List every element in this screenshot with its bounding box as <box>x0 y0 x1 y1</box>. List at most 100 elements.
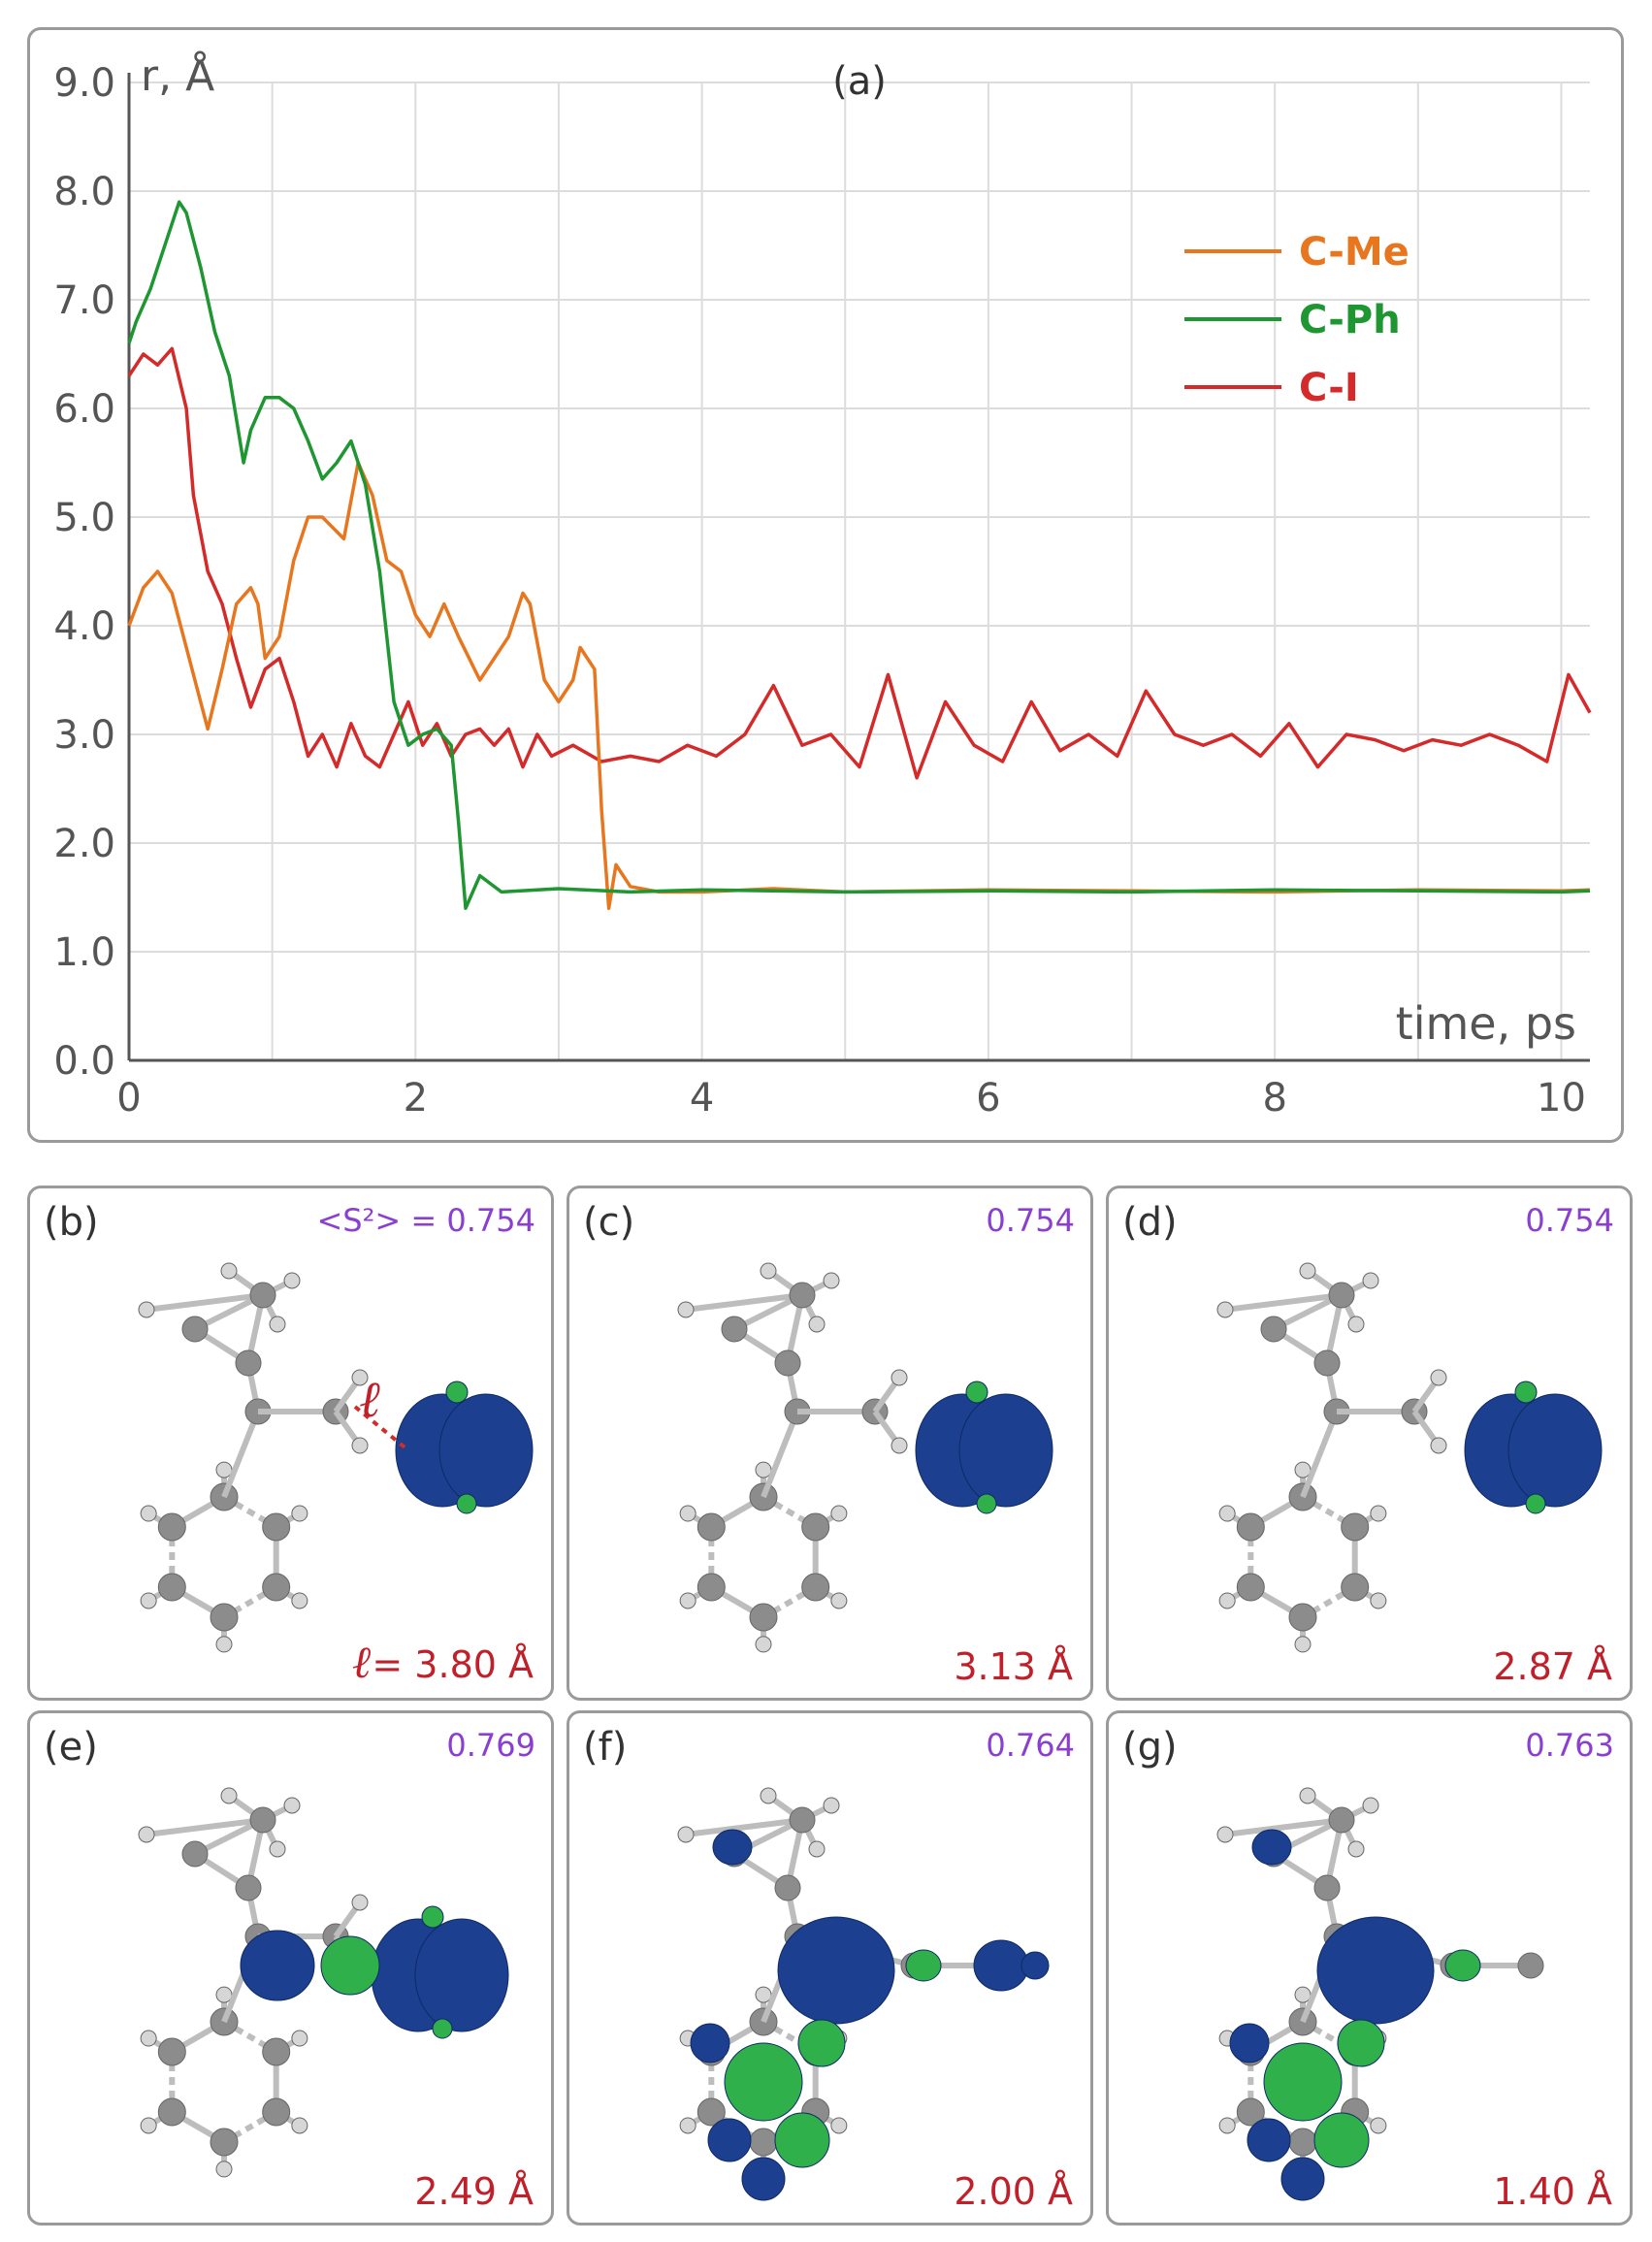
carbon-atom <box>235 1874 262 1901</box>
hydrogen-atom <box>677 1826 695 1843</box>
carbon-atom <box>1313 1349 1341 1377</box>
orbital-lobe <box>973 1939 1029 1992</box>
molecule-figure <box>1216 1787 1544 2201</box>
orbital-lobe <box>456 1493 477 1514</box>
molecule-figure: ℓ <box>138 1262 534 1653</box>
hydrogen-atom <box>291 1505 308 1522</box>
orbital-lobe <box>1247 2118 1291 2162</box>
orbital-lobe <box>1020 1951 1050 1980</box>
distance-value: 2.87 Å <box>1493 1645 1612 1688</box>
carbon-atom <box>774 1349 801 1377</box>
hydrogen-atom <box>760 1787 777 1804</box>
carbon-atom <box>801 1573 830 1602</box>
hydrogen-atom <box>891 1369 908 1386</box>
orbital-lobe <box>432 2018 453 2039</box>
carbon-atom <box>789 1282 816 1309</box>
panel-label: (c) <box>583 1200 635 1245</box>
carbon-atom <box>1341 1512 1370 1542</box>
bond <box>222 2109 278 2145</box>
hydrogen-atom <box>1370 1592 1387 1609</box>
orbital-lobe <box>1280 2157 1325 2201</box>
distance-value: 2.49 Å <box>414 2170 534 2213</box>
hydrogen-atom <box>291 1592 308 1609</box>
bond <box>146 1817 264 1837</box>
hydrogen-atom <box>351 1369 369 1386</box>
carbon-atom <box>210 1603 239 1632</box>
carbon-atom <box>235 1349 262 1377</box>
carbon-atom <box>181 1840 209 1868</box>
hydrogen-atom <box>1430 1437 1447 1454</box>
spin-expectation-value: <S²> = 0.754 <box>316 1202 535 1239</box>
panel-label: (d) <box>1122 1200 1178 1245</box>
carbon-atom <box>262 1512 291 1542</box>
x-tick-label: 8 <box>1262 1076 1286 1121</box>
carbon-atom <box>774 1874 801 1901</box>
orbital-lobe <box>240 1930 315 2001</box>
hydrogen-atom <box>215 1986 233 2003</box>
hydrogen-atom <box>1216 1826 1234 1843</box>
distance-value: 1.40 Å <box>1493 2170 1612 2213</box>
legend-entry: C-Me <box>1299 230 1409 275</box>
hydrogen-atom <box>1299 1787 1316 1804</box>
orbital-lobe <box>777 1916 895 2025</box>
hydrogen-atom <box>269 1840 286 1858</box>
carbon-atom <box>157 1512 186 1542</box>
carbon-atom <box>249 1806 276 1834</box>
hydrogen-atom <box>830 1505 848 1522</box>
hydrogen-atom <box>1362 1272 1379 1289</box>
hydrogen-atom <box>1294 1986 1312 2003</box>
y-tick-label: 9.0 <box>53 61 115 106</box>
legend-entry: C-Ph <box>1299 298 1401 342</box>
carbon-atom <box>1328 1806 1355 1834</box>
bond <box>685 1292 803 1313</box>
carbon-atom <box>749 1603 778 1632</box>
x-tick-label: 0 <box>116 1076 141 1121</box>
hydrogen-atom <box>283 1272 301 1289</box>
orbital-lobe <box>1263 2042 1343 2122</box>
hydrogen-atom <box>830 2117 848 2134</box>
orbital-lobe <box>712 1829 753 1866</box>
hydrogen-atom <box>140 2117 157 2134</box>
bond <box>222 1584 278 1620</box>
carbon-atom <box>262 1573 291 1602</box>
panel-e: (e) 0.769 2.49 Å <box>27 1710 554 2226</box>
panel-f: (f) 0.764 2.00 Å <box>567 1710 1093 2226</box>
hydrogen-atom <box>1347 1316 1365 1333</box>
orbital-lobe <box>1525 1493 1546 1514</box>
hydrogen-atom <box>291 2117 308 2134</box>
hydrogen-atom <box>755 1986 772 2003</box>
hydrogen-atom <box>1362 1797 1379 1814</box>
carbon-atom <box>696 1573 726 1602</box>
panel-label: (g) <box>1122 1725 1178 1770</box>
y-tick-label: 8.0 <box>53 170 115 214</box>
hydrogen-atom <box>1430 1369 1447 1386</box>
bond <box>222 2019 278 2055</box>
legend-entry: C-I <box>1299 366 1359 410</box>
orbital-lobe <box>774 2112 830 2168</box>
distance-value: = 3.80 Å <box>372 1643 534 1686</box>
hydrogen-atom <box>760 1262 777 1280</box>
bond <box>1301 1584 1357 1620</box>
carbon-atom <box>749 2128 778 2157</box>
hydrogen-atom <box>808 1316 826 1333</box>
orbital-lobe <box>741 2157 786 2201</box>
hydrogen-atom <box>215 1461 233 1478</box>
orbital-lobe <box>690 2023 730 2063</box>
hydrogen-atom <box>679 1592 696 1609</box>
hydrogen-atom <box>1218 2117 1236 2134</box>
y-tick-label: 4.0 <box>53 604 115 649</box>
orbital-lobe <box>724 2042 803 2122</box>
distance-value: 2.00 Å <box>954 2170 1073 2213</box>
panel-label: (e) <box>44 1725 98 1770</box>
hydrogen-atom <box>269 1316 286 1333</box>
chart-panel: 0.0 1.0 2.0 3.0 4.0 5.0 6.0 7.0 8.0 9.0 0 2 4 6 8 10 r, … <box>27 27 1624 1143</box>
bond <box>761 1584 818 1620</box>
hydrogen-atom <box>891 1437 908 1454</box>
orbital-lobe <box>1251 1829 1292 1866</box>
carbon-atom <box>1260 1316 1287 1343</box>
carbon-atom <box>1288 2128 1317 2157</box>
y-tick-label: 0.0 <box>53 1039 115 1084</box>
carbon-atom <box>262 2097 291 2127</box>
panel-d: (d) 0.754 2.87 Å <box>1106 1186 1633 1701</box>
molecule-figure <box>138 1787 509 2178</box>
